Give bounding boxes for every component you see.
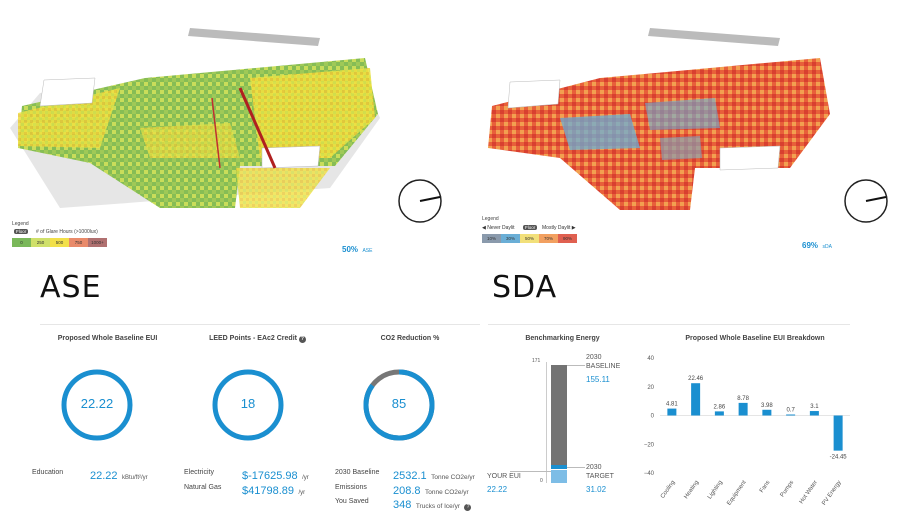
x-tick-label: Lighting [707, 480, 724, 501]
sda-legend-swatch: 30% [501, 234, 520, 243]
y-tick-label: −20 [644, 442, 655, 448]
y-tick-label: 0 [651, 414, 655, 420]
ase-heading: ASE [40, 270, 102, 305]
bench-baseline-value: 155.11 [586, 375, 610, 384]
bench-target-value: 31.02 [586, 485, 607, 494]
natural-gas-label: Natural Gas [184, 484, 222, 491]
dashboard-divider [40, 324, 480, 325]
bar-value-label: 8.78 [737, 396, 749, 402]
bar-value-label: 22.46 [688, 376, 704, 382]
ase-legend-caption: # of Glare Hours (>1000lux) [36, 229, 98, 235]
bench-your-label: YOUR EUI [487, 473, 521, 480]
sda-heading: SDA [492, 270, 558, 305]
x-tick-label: Hot Water [799, 480, 819, 505]
co2-emissions-value: 208.8 Tonne CO2e/yr [393, 485, 469, 497]
bench-target-bar [551, 465, 567, 469]
bar [833, 415, 843, 451]
eui-panel-title: Proposed Whole Baseline EUI [57, 335, 158, 342]
ase-legend-marker: Floor [14, 229, 29, 234]
sda-legend-swatch: 70% [539, 234, 558, 243]
eui-value: 22.22 [80, 396, 114, 411]
bench-your-value: 22.22 [487, 485, 508, 494]
x-tick-label: Equipment [726, 479, 748, 506]
ase-percent: 50% ASE [342, 245, 373, 254]
co2-saved-value: 348 Trucks of Ice/yr ? [393, 495, 472, 513]
co2-emissions-label: Emissions [335, 484, 367, 491]
bench-axis-top: 171 [532, 358, 541, 364]
help-icon[interactable]: ? [298, 336, 306, 343]
sda-legend-scale: 10% 30% 50% 70% 90% [482, 234, 577, 243]
sda-legend-swatch: 50% [520, 234, 539, 243]
bar-value-label: 2.86 [714, 404, 726, 410]
electricity-label: Electricity [184, 469, 214, 476]
ase-legend-title: Legend [12, 221, 29, 227]
bar [667, 408, 677, 416]
y-tick-label: −40 [644, 471, 655, 477]
sda-legend-swatch: 90% [558, 234, 577, 243]
bar-value-label: 3.98 [761, 403, 773, 409]
bar [691, 383, 701, 416]
co2-baseline-value: 2532.1 Tonne CO2e/yr [393, 470, 475, 482]
co2-saved-label: You Saved [335, 498, 369, 505]
ase-legend-swatch: 1000+ [88, 238, 107, 247]
bar [738, 402, 748, 416]
bar [714, 411, 724, 416]
sda-percent: 69% sDA [802, 241, 832, 250]
bench-baseline-bar [551, 365, 567, 465]
leed-ring [212, 369, 284, 441]
chart-title: Proposed Whole Baseline EUI Breakdown [685, 335, 825, 342]
sda-mostly-label: Mostly Daylit ▶ [542, 225, 576, 231]
bench-axis-line [546, 362, 547, 483]
eui-breakdown-chart: 40 20 0 −20 −40 4.81 Cooling 22.46 Heating 2.86 Li… [644, 356, 850, 507]
electricity-value: $-17625.98 /yr [242, 470, 309, 482]
y-tick-label: 20 [647, 385, 654, 391]
bar [762, 409, 772, 416]
bench-baseline-tick [567, 365, 585, 366]
co2-ring [363, 369, 435, 441]
ase-heatmap-floorplan [10, 28, 380, 208]
bar-value-label: 0.7 [786, 407, 795, 413]
ase-legend-swatch: 250 [31, 238, 50, 247]
bench-baseline-label: 2030 BASELINE [586, 354, 621, 370]
x-tick-label: Heating [683, 480, 700, 500]
sda-legend-marker: Floor [523, 225, 538, 230]
co2-value: 85 [391, 396, 407, 411]
eui-row-label: Education [32, 469, 64, 476]
ase-legend-swatch: 500 [50, 238, 69, 247]
ase-legend-swatch: 0 [12, 238, 31, 247]
sda-legend-swatch: 10% [482, 234, 501, 243]
ase-legend-swatch: 750 [69, 238, 88, 247]
leed-panel-title: LEED Points - EAc2 Credit ? [209, 335, 306, 343]
bar [786, 414, 796, 416]
sda-heatmap-floorplan [488, 28, 830, 210]
bench-eui-bar [551, 470, 567, 483]
sda-legend-title: Legend [482, 216, 499, 222]
sda-never-label: ◀ Never Daylit [482, 225, 515, 231]
eui-row-value: 22.22 kBtu/ft²/yr [90, 470, 148, 482]
x-tick-label: Cooling [660, 480, 677, 500]
bar-value-label: -24.45 [830, 455, 848, 461]
co2-panel-title: CO2 Reduction % [380, 335, 440, 342]
x-tick-label: Fans [759, 480, 772, 494]
bench-target-tick [567, 467, 585, 468]
eui-ring [61, 369, 133, 441]
y-tick-label: 40 [647, 356, 654, 362]
natural-gas-value: $41798.89 /yr [242, 485, 306, 497]
ase-compass-dial [398, 179, 442, 223]
ase-legend-scale: 0 250 500 750 1000+ [12, 238, 107, 247]
bar-value-label: 4.81 [666, 402, 678, 408]
bar-value-label: 3.1 [810, 404, 819, 410]
bench-axis-bottom: 0 [540, 478, 543, 484]
x-tick-label: PV Energy [821, 480, 842, 507]
bench-target-label: 2030 TARGET [586, 464, 614, 480]
leed-value: 18 [240, 396, 256, 411]
bench-panel-title: Benchmarking Energy [525, 335, 600, 342]
dashboard-divider [488, 324, 850, 325]
help-icon[interactable]: ? [464, 504, 472, 511]
co2-baseline-label: 2030 Baseline [335, 469, 380, 476]
bench-eui-tick [510, 471, 551, 472]
sda-compass-dial [844, 179, 888, 223]
x-tick-label: Pumps [780, 480, 796, 499]
bar [809, 411, 819, 416]
